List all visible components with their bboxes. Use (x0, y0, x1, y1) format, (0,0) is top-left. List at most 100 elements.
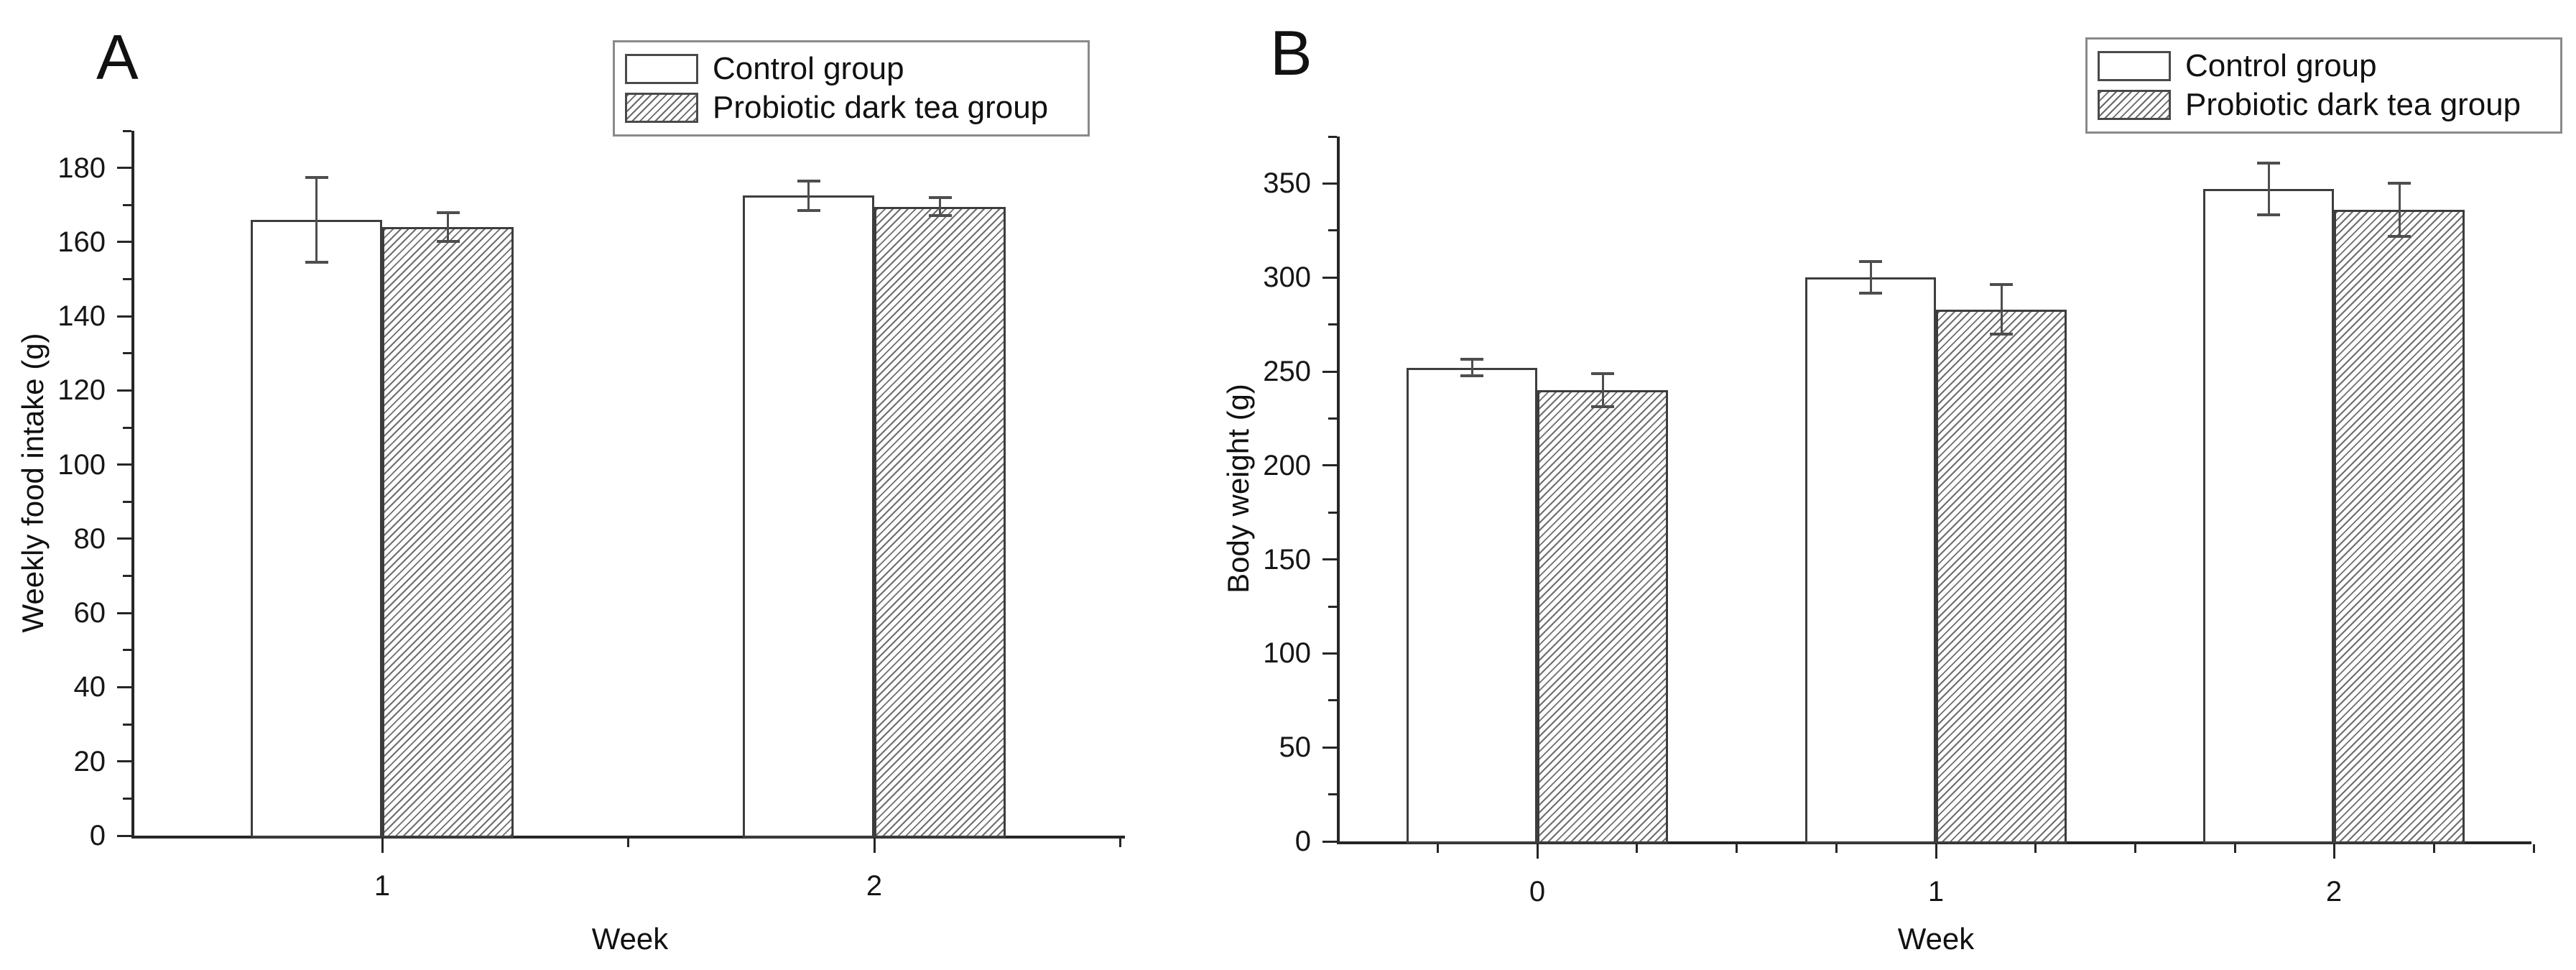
error-bar-cap-bottom (928, 214, 952, 218)
y-minor-tick (1328, 135, 1337, 138)
y-major-tick (1322, 464, 1337, 467)
y-minor-tick (1328, 417, 1337, 420)
panel-b-letter: B (1270, 17, 1312, 88)
y-major-tick (1322, 370, 1337, 373)
error-bar-cap-bottom (1460, 374, 1483, 378)
y-minor-tick (123, 352, 131, 355)
y-minor-tick (1328, 605, 1337, 608)
y-tick-label: 40 (73, 671, 106, 703)
legend-item-probiotic: Probiotic dark tea group (2098, 86, 2550, 124)
error-bar-stem (939, 197, 941, 216)
legend-item-probiotic: Probiotic dark tea group (625, 88, 1078, 127)
y-minor-tick (123, 723, 131, 726)
error-bar-stem (315, 177, 318, 263)
x-tick-label: 2 (866, 870, 883, 902)
y-minor-tick (1328, 511, 1337, 514)
y-tick-label: 140 (57, 300, 106, 333)
error-bar-cap-top (436, 211, 460, 215)
x-major-tick (381, 839, 384, 853)
error-bar-stem (1869, 261, 1872, 294)
legend-label: Control group (2185, 48, 2377, 83)
legend-label: Probiotic dark tea group (713, 90, 1049, 125)
y-minor-tick (1328, 323, 1337, 326)
error-bar-cap-top (928, 196, 952, 200)
error-bar-stem (2267, 162, 2270, 216)
y-minor-tick (123, 797, 131, 800)
y-major-tick (117, 315, 131, 318)
x-minor-tick (2134, 844, 2136, 853)
y-minor-tick (123, 500, 131, 503)
y-minor-tick (123, 649, 131, 652)
x-major-tick (2332, 844, 2335, 859)
x-major-tick (873, 839, 876, 853)
y-minor-tick (123, 129, 131, 132)
y-tick-label: 160 (57, 226, 106, 258)
error-bar-stem (807, 180, 810, 211)
error-bar-cap-bottom (2388, 235, 2411, 239)
y-minor-tick (123, 278, 131, 281)
y-major-tick (117, 167, 131, 170)
error-bar-stem (447, 212, 449, 242)
bar-probiotic-1 (1936, 309, 2067, 844)
error-bar-cap-top (1859, 260, 1882, 264)
error-bar-stem (1470, 359, 1473, 377)
panel-a-letter: A (96, 22, 139, 93)
y-major-tick (1322, 182, 1337, 185)
y-minor-tick (1328, 699, 1337, 702)
bar-control-1 (251, 219, 382, 838)
y-tick-label: 80 (73, 522, 106, 555)
y-major-tick (117, 834, 131, 837)
error-bar-cap-top (2257, 162, 2280, 165)
error-bar-stem (2000, 284, 2003, 335)
error-bar-cap-top (797, 180, 820, 183)
error-bar-cap-top (2388, 181, 2411, 185)
bar-control-1 (1805, 277, 1936, 844)
y-major-tick (1322, 558, 1337, 561)
y-tick-label: 0 (89, 820, 106, 851)
x-major-tick (1536, 844, 1539, 859)
y-axis-line (1337, 137, 1340, 844)
y-major-tick (1322, 746, 1337, 749)
x-tick-label: 1 (1927, 876, 1945, 907)
y-tick-label: 180 (57, 152, 106, 184)
x-minor-tick (1436, 844, 1439, 853)
x-minor-tick (2533, 844, 2535, 853)
x-minor-tick (627, 839, 629, 847)
y-tick-label: 150 (1263, 543, 1311, 576)
y-major-tick (1322, 652, 1337, 655)
y-minor-tick (123, 203, 131, 206)
panel-a-x-axis-title: Week (591, 922, 669, 956)
x-minor-tick (2034, 844, 2037, 853)
bar-control-2 (2203, 189, 2334, 844)
y-tick-label: 200 (1263, 449, 1311, 481)
error-bar-cap-bottom (1990, 333, 2013, 336)
bar-probiotic-2 (874, 206, 1006, 838)
y-tick-label: 100 (1263, 637, 1311, 670)
panel-b-legend: Control group Probiotic dark tea group (2085, 37, 2562, 134)
x-tick-label: 0 (1529, 876, 1546, 907)
y-minor-tick (1328, 793, 1337, 796)
error-bar-cap-bottom (305, 260, 328, 264)
y-major-tick (117, 463, 131, 466)
error-bar-cap-bottom (2257, 213, 2280, 217)
error-bar-cap-bottom (797, 208, 820, 212)
y-minor-tick (123, 426, 131, 429)
y-major-tick (117, 537, 131, 540)
legend-label: Control group (713, 51, 904, 86)
error-bar-cap-top (305, 176, 328, 180)
x-axis-line (131, 836, 1125, 839)
y-tick-label: 50 (1279, 731, 1312, 764)
error-bar-cap-top (1460, 358, 1483, 361)
panel-b-x-axis-title: Week (1897, 922, 1975, 956)
y-major-tick (117, 685, 131, 688)
y-minor-tick (1328, 229, 1337, 232)
error-bar-cap-top (1591, 372, 1614, 376)
y-major-tick (117, 611, 131, 614)
y-tick-label: 350 (1263, 167, 1311, 200)
legend-item-control: Control group (2098, 47, 2550, 86)
y-major-tick (117, 389, 131, 392)
error-bar-cap-bottom (1591, 405, 1614, 409)
hatch-swatch-icon (2098, 90, 2171, 120)
